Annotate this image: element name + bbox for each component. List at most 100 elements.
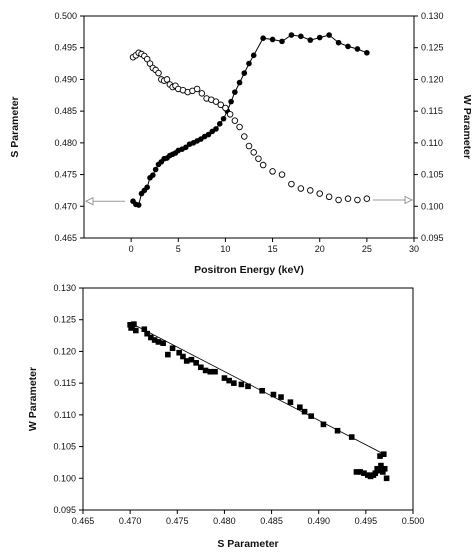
energy-x-tick-label: 15	[268, 244, 278, 254]
s-parameter-point	[135, 202, 142, 208]
sw-point	[361, 470, 367, 477]
w-parameter-point	[288, 180, 295, 188]
s-parameter-point	[144, 184, 150, 191]
s-axis-tick-label: 0.480	[54, 138, 77, 148]
sw-chart-y-label: W Parameter	[27, 367, 39, 431]
sw-x-tick-label: 0.490	[307, 516, 330, 526]
w-axis-tick-label: 0.100	[421, 201, 444, 211]
sw-point	[381, 465, 388, 472]
sw-point	[231, 380, 237, 386]
sw-point	[357, 469, 363, 475]
w-parameter-point	[146, 60, 154, 67]
w-parameter-point	[344, 195, 352, 202]
sw-point	[198, 364, 204, 371]
s-axis-tick-label: 0.490	[54, 74, 77, 84]
s-axis-tick-label: 0.500	[54, 11, 77, 21]
s-axis-tick-label: 0.470	[54, 201, 77, 211]
s-parameter-point	[152, 166, 159, 173]
w-parameter-point	[212, 98, 220, 105]
sw-point	[176, 349, 182, 356]
s-parameter-point	[241, 70, 248, 76]
sw-point	[376, 467, 382, 474]
s-parameter-point	[220, 115, 227, 122]
sw-point	[128, 325, 134, 331]
energy-chart-x-ticks: 0 5 10 15 20 25 30	[129, 238, 419, 254]
sw-x-tick-label: 0.480	[213, 516, 236, 526]
s-parameter-point	[183, 144, 189, 151]
energy-x-tick-label: 25	[362, 244, 372, 254]
sw-point	[141, 326, 148, 333]
sw-point	[245, 383, 251, 390]
s-axis-tick-label: 0.485	[54, 106, 77, 116]
sw-y-tick-label: 0.105	[53, 442, 76, 452]
s-parameter-point	[228, 98, 234, 105]
s-parameter-point	[150, 172, 156, 179]
energy-chart-frame	[83, 15, 415, 239]
s-parameter-point	[246, 60, 252, 67]
sw-point	[165, 351, 171, 358]
w-parameter-point	[231, 117, 239, 124]
s-parameter-point	[269, 36, 276, 43]
sw-correlation-chart: 0.465 0.470 0.475 0.480 0.485 0.490 0.495 0.500…	[27, 283, 424, 550]
sw-y-tick-label: 0.130	[53, 283, 76, 293]
sw-point	[151, 337, 158, 343]
s-parameter-point	[364, 49, 370, 56]
sw-point	[188, 356, 195, 363]
s-parameter-point	[213, 126, 219, 132]
w-parameter-point	[222, 104, 229, 112]
w-parameter-point	[193, 85, 201, 93]
sw-point	[383, 475, 390, 482]
w-parameter-point	[269, 168, 276, 175]
sw-y-tick-label: 0.095	[53, 505, 76, 515]
w-parameter-point	[217, 101, 224, 109]
sw-y-tick-label: 0.125	[53, 315, 76, 325]
sw-y-tick-label: 0.100	[53, 473, 76, 483]
s-parameter-point	[260, 35, 266, 41]
sw-point	[160, 340, 166, 346]
s-parameter-point	[326, 32, 332, 38]
sw-point	[297, 404, 303, 411]
energy-chart-s-axis-label: S Parameter	[9, 96, 21, 157]
sw-point	[238, 381, 245, 388]
sw-point	[380, 469, 386, 475]
s-parameter-point	[307, 37, 314, 43]
w-axis-tick-label: 0.105	[421, 170, 444, 180]
sw-point	[183, 358, 190, 364]
s-parameter-point	[345, 43, 351, 50]
sw-point	[301, 408, 308, 415]
sw-x-tick-label: 0.475	[166, 516, 189, 526]
energy-x-tick-label: 5	[176, 244, 181, 254]
w-parameter-point	[307, 187, 314, 194]
sw-chart-x-ticks: 0.465 0.470 0.475 0.480 0.485 0.490 0.495 0.500	[72, 510, 424, 526]
w-axis-tick-label: 0.130	[421, 11, 444, 21]
sw-point	[193, 360, 199, 366]
sw-x-tick-label: 0.465	[72, 516, 95, 526]
sw-point	[221, 375, 228, 381]
sw-y-tick-label: 0.115	[54, 378, 76, 388]
sw-point	[270, 391, 277, 398]
w-parameter-point	[316, 190, 323, 197]
w-parameter-point	[259, 161, 267, 169]
w-parameter-point	[354, 196, 361, 204]
w-axis-tick-label: 0.110	[421, 138, 443, 148]
s-parameter-point	[205, 131, 212, 138]
sw-point	[378, 462, 384, 469]
w-parameter-point	[278, 171, 286, 178]
s-parameter-point	[250, 52, 257, 59]
sw-point	[372, 470, 379, 477]
s-parameter-point	[316, 34, 323, 41]
s-parameter-point	[335, 39, 342, 46]
sw-point	[348, 434, 355, 440]
w-parameter-point	[163, 76, 171, 83]
sw-x-tick-label: 0.470	[119, 516, 142, 526]
s-parameter-fit-curve	[132, 34, 368, 206]
sw-point	[133, 327, 139, 334]
sw-point	[212, 368, 218, 375]
sw-point	[367, 473, 374, 480]
sw-point	[202, 367, 209, 374]
w-parameter-point	[198, 90, 206, 97]
sw-point	[207, 368, 214, 375]
w-parameter-point	[250, 149, 257, 156]
sw-point	[320, 421, 327, 428]
